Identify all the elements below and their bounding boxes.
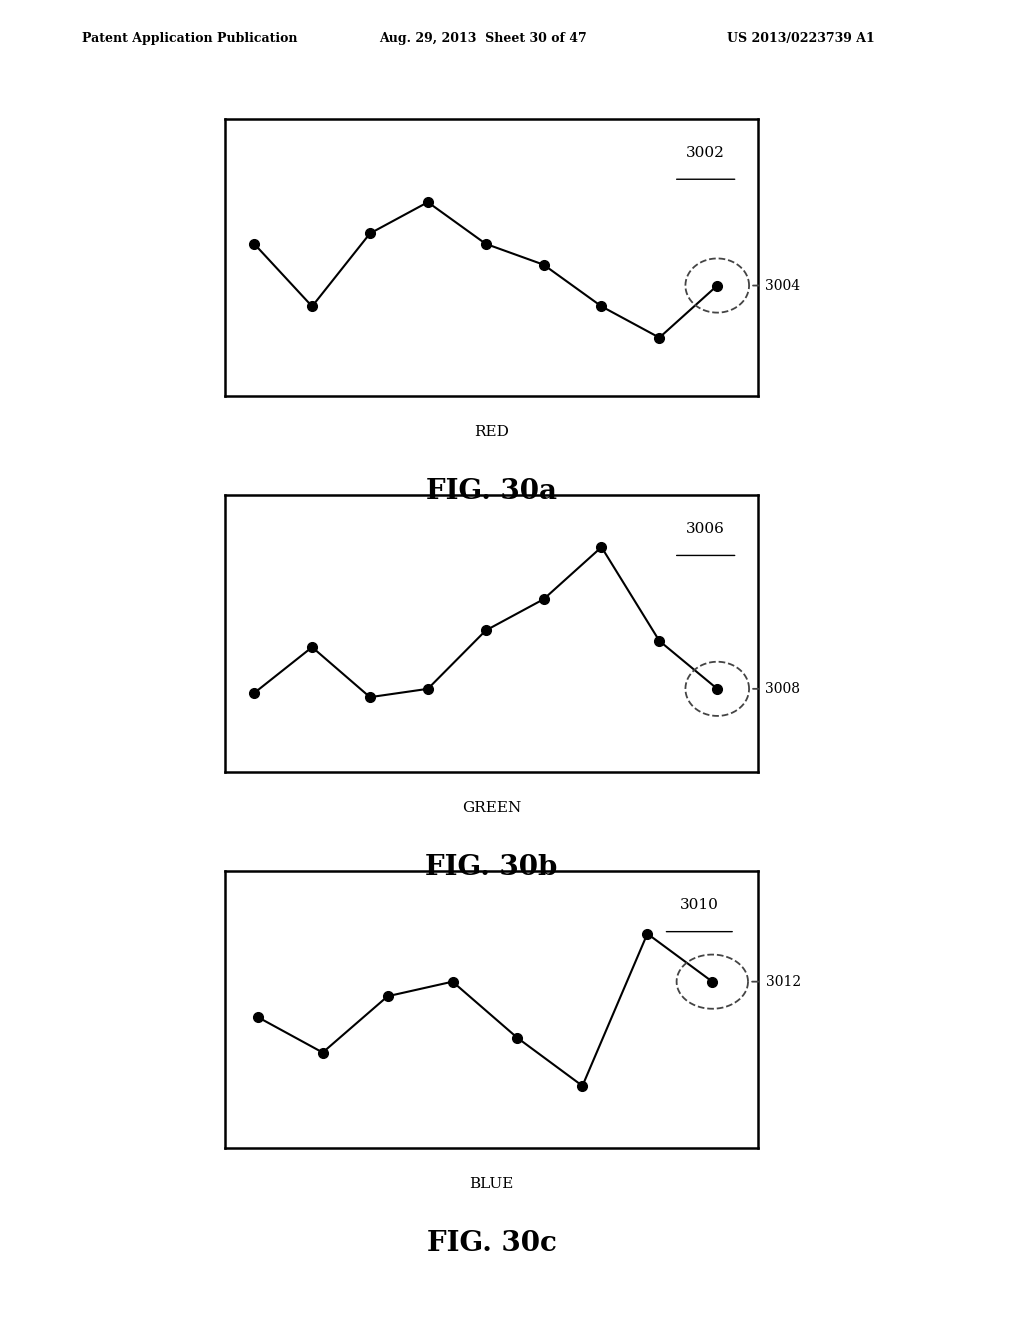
Text: Aug. 29, 2013  Sheet 30 of 47: Aug. 29, 2013 Sheet 30 of 47: [379, 32, 587, 45]
Text: RED: RED: [474, 425, 509, 440]
Text: 3002: 3002: [686, 147, 725, 160]
Text: 3012: 3012: [766, 974, 801, 989]
Text: FIG. 30c: FIG. 30c: [427, 1230, 556, 1257]
Text: 3006: 3006: [686, 523, 725, 536]
Text: GREEN: GREEN: [462, 801, 521, 816]
Text: 3004: 3004: [765, 279, 800, 293]
Text: US 2013/0223739 A1: US 2013/0223739 A1: [727, 32, 874, 45]
Text: FIG. 30a: FIG. 30a: [426, 478, 557, 504]
Text: 3010: 3010: [680, 899, 719, 912]
Text: Patent Application Publication: Patent Application Publication: [82, 32, 297, 45]
Text: 3008: 3008: [765, 682, 800, 696]
Text: BLUE: BLUE: [469, 1177, 514, 1192]
Text: FIG. 30b: FIG. 30b: [425, 854, 558, 880]
